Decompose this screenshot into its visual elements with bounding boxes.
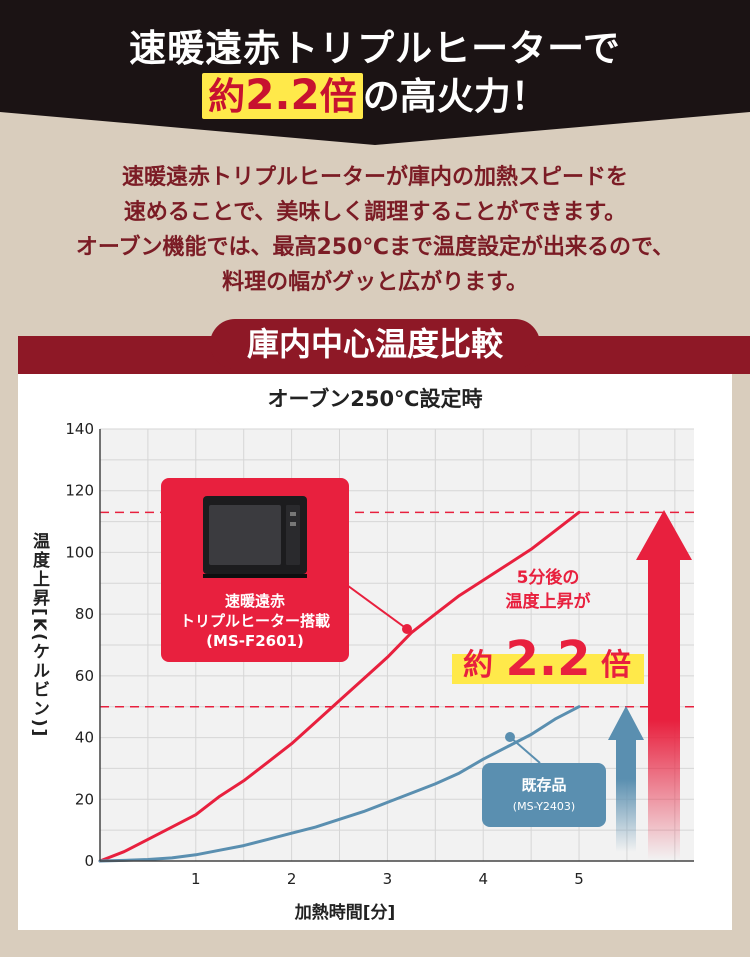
description: 速暖遠赤トリプルヒーターが庫内の加熱スピードを 速めることで、美味しく調理するこ… (0, 160, 750, 300)
y-axis-label: 温度上昇[K(ケルビン)] (29, 532, 49, 739)
section-title: 庫内中心温度比較 (210, 319, 540, 369)
x-tick-label: 1 (191, 870, 201, 888)
axes: 0 20 40 60 80 100 120 140 1 2 3 4 5 (65, 420, 694, 888)
arrows (608, 510, 692, 860)
highlight-prefix: 約 (208, 75, 246, 118)
x-axis-label: 加熱時間[分] (294, 903, 396, 923)
series-line-old (98, 705, 581, 863)
headline-line2: 約2.2倍 の高火力！ (0, 66, 750, 120)
callout-connector-new (339, 579, 408, 630)
highlight-box: 約2.2倍 (202, 70, 363, 119)
description-line: 速めることで、美味しく調理することができます。 (123, 200, 627, 225)
x-tick-label: 3 (383, 870, 393, 888)
callout-point-new (402, 624, 412, 634)
callout-point-old (505, 732, 515, 742)
annotation-suffix: 倍 (601, 648, 631, 683)
description-line: オーブン機能では、最高250℃まで温度設定が出来るので、 (75, 235, 675, 260)
red-arrow (636, 510, 692, 860)
y-tick-label: 20 (75, 790, 94, 808)
annotation-highlight (452, 654, 644, 684)
blue-arrow (608, 706, 644, 852)
y-tick-label: 100 (65, 543, 94, 561)
x-tick-label: 4 (478, 870, 488, 888)
annotation-line2: 温度上昇が (506, 591, 591, 612)
y-tick-label: 120 (65, 482, 94, 500)
callout-old-name: 既存品 (521, 776, 566, 794)
description-line: 速暖遠赤トリプルヒーターが庫内の加熱スピードを (121, 165, 628, 190)
x-tick-label: 5 (574, 870, 584, 888)
series (98, 510, 581, 863)
header-banner (0, 0, 750, 145)
oven-image (203, 496, 307, 578)
callout-new-code: (MS-F2601) (206, 632, 304, 650)
headline-rest: の高火力！ (362, 75, 548, 118)
highlight-number: 2.2 (245, 70, 320, 119)
y-tick-label: 40 (75, 729, 94, 747)
callout-connector-old (509, 736, 541, 764)
y-tick-label: 140 (65, 420, 94, 438)
annotation-prefix: 約 (463, 648, 493, 683)
headline-line1: 速暖遠赤トリプルヒーターで (129, 27, 621, 70)
series-line-new (98, 510, 581, 863)
chart-title: オーブン250℃設定時 (267, 387, 483, 411)
annotation-number: 2.2 (505, 631, 590, 687)
x-tick-label: 2 (287, 870, 297, 888)
callout-old-code: (MS-Y2403) (513, 800, 575, 813)
callout-new-line2: トリプルヒーター搭載 (180, 612, 330, 630)
y-tick-label: 60 (75, 667, 94, 685)
y-tick-label: 0 (84, 852, 94, 870)
callout-new-line1: 速暖遠赤 (225, 592, 285, 610)
y-tick-label: 80 (75, 605, 94, 623)
annotation-line1: 5分後の (517, 567, 580, 588)
description-line: 料理の幅がグッと広がります。 (222, 270, 528, 295)
callout-box-old (482, 763, 606, 827)
highlight-suffix: 倍 (319, 75, 357, 118)
